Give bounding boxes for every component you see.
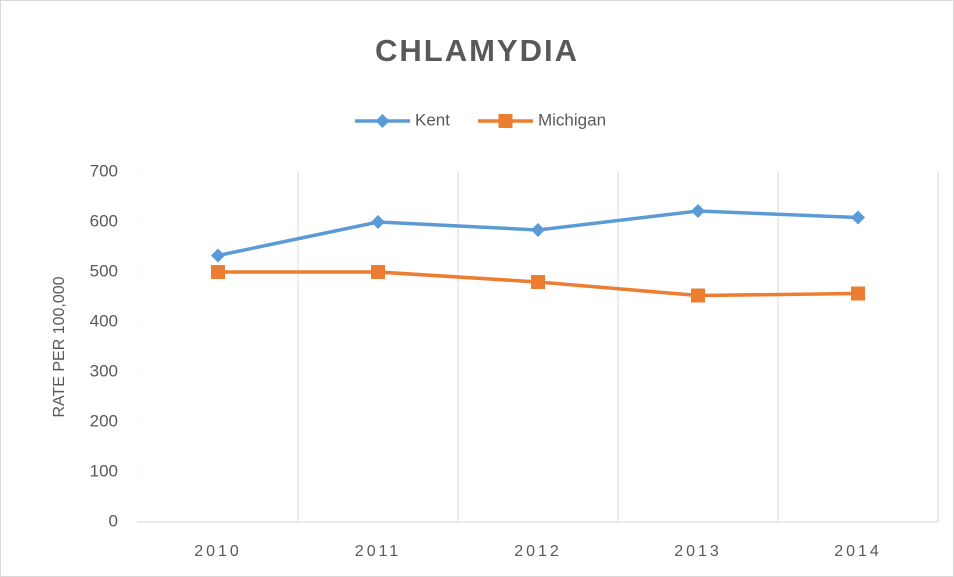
marker bbox=[851, 286, 865, 301]
marker bbox=[498, 114, 513, 128]
y-tick-label: 700 bbox=[90, 161, 118, 180]
y-tick-label: 300 bbox=[90, 361, 118, 380]
marker bbox=[371, 215, 385, 229]
x-tick-label: 2012 bbox=[514, 543, 562, 560]
y-axis-label: RATE PER 100,000 bbox=[51, 276, 68, 417]
marker bbox=[211, 265, 225, 279]
marker bbox=[375, 114, 390, 128]
x-tick-label: 2010 bbox=[194, 543, 242, 560]
x-tick-label: 2014 bbox=[834, 543, 882, 560]
y-tick-label: 400 bbox=[90, 311, 118, 330]
y-tick-label: 600 bbox=[90, 211, 118, 230]
y-tick-label: 100 bbox=[90, 461, 118, 480]
y-tick-label: 500 bbox=[90, 261, 118, 280]
y-tick-label: 0 bbox=[109, 511, 118, 530]
marker bbox=[531, 223, 545, 237]
legend-label: Kent bbox=[415, 110, 450, 129]
marker bbox=[691, 288, 705, 303]
marker bbox=[211, 248, 225, 263]
y-tick-label: 200 bbox=[90, 411, 118, 430]
legend-label: Michigan bbox=[538, 110, 606, 129]
marker bbox=[851, 210, 865, 225]
marker bbox=[691, 204, 705, 218]
marker bbox=[371, 265, 385, 279]
x-tick-label: 2011 bbox=[355, 543, 401, 560]
x-tick-label: 2013 bbox=[674, 543, 722, 560]
chart-title: CHLAMYDIA bbox=[375, 33, 579, 68]
marker bbox=[531, 275, 545, 289]
